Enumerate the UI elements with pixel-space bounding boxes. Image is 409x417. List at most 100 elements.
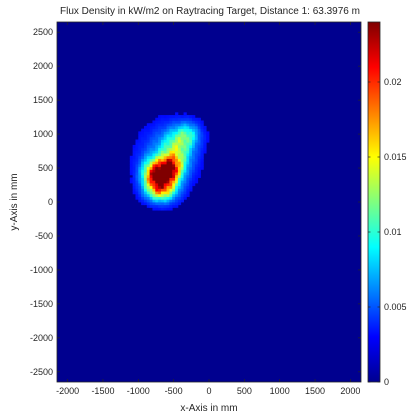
heatmap-cell [155, 182, 159, 187]
heatmap-cell [152, 193, 156, 197]
heatmap-cell [160, 125, 165, 130]
y-tick-label: -2000 [30, 333, 53, 343]
heatmap-cell [169, 188, 173, 192]
heatmap-cell [155, 123, 159, 127]
heatmap-cell [158, 172, 162, 176]
heatmap-cell [158, 207, 162, 211]
heatmap-cell [129, 163, 134, 168]
heatmap-cell [166, 120, 170, 124]
heatmap-cell [197, 117, 201, 121]
heatmap-cell [135, 161, 139, 165]
heatmap-cell [146, 166, 151, 170]
heatmap-cell [158, 136, 162, 140]
heatmap-cell [169, 177, 173, 181]
heatmap-cell [141, 177, 145, 181]
heatmap-cell [189, 128, 193, 132]
heatmap-cell [172, 155, 176, 159]
heatmap-cell [194, 172, 199, 176]
heatmap-cell [189, 142, 193, 146]
heatmap-cell [180, 147, 184, 151]
colorbar-tick-label: 0.02 [384, 77, 402, 87]
heatmap-cell [183, 128, 187, 132]
heatmap-cell [166, 128, 170, 132]
heatmap-cell [189, 158, 193, 162]
heatmap-cell [194, 153, 199, 157]
heatmap-cells [129, 112, 210, 211]
heatmap-cell [177, 163, 182, 168]
heatmap-cell [183, 142, 187, 146]
heatmap-cell [138, 131, 142, 135]
heatmap-cell [177, 174, 182, 178]
heatmap-cell [180, 131, 184, 135]
heatmap-cell [143, 142, 148, 146]
heatmap-cell [158, 144, 162, 149]
heatmap-cell [186, 142, 190, 146]
heatmap-cell [166, 125, 170, 130]
heatmap-cell [183, 112, 187, 116]
heatmap-cell [143, 166, 148, 170]
heatmap-cell [166, 177, 170, 181]
heatmap-cell [155, 158, 159, 162]
heatmap-cell [169, 196, 173, 200]
heatmap-cell [203, 144, 207, 149]
heatmap-cell [143, 134, 148, 138]
heatmap-cell [200, 155, 204, 159]
heatmap-cell [189, 139, 193, 143]
heatmap-cell [183, 185, 187, 189]
heatmap-cell [194, 147, 199, 151]
heatmap-cell [163, 207, 167, 211]
heatmap-cell [183, 131, 187, 135]
heatmap-cell [180, 180, 184, 184]
heatmap-cell [163, 163, 167, 168]
heatmap-cell [152, 153, 156, 157]
heatmap-cell [172, 196, 176, 200]
heatmap-cell [138, 150, 142, 154]
heatmap-cell [152, 180, 156, 184]
heatmap-plot-area [56, 21, 362, 383]
heatmap-cell [146, 147, 151, 151]
heatmap-cell [135, 185, 139, 189]
heatmap-cell [138, 193, 142, 197]
heatmap-cell [177, 193, 182, 197]
heatmap-cell [135, 166, 139, 170]
heatmap-cell [186, 193, 190, 197]
heatmap-cell [172, 142, 176, 146]
heatmap-cell [172, 169, 176, 173]
heatmap-cell [163, 120, 167, 124]
heatmap-cell [143, 128, 148, 132]
heatmap-cell [138, 139, 142, 143]
heatmap-cell [180, 142, 184, 146]
heatmap-cell [143, 188, 148, 192]
heatmap-cell [158, 120, 162, 124]
heatmap-cell [169, 144, 173, 149]
heatmap-cell [160, 182, 165, 187]
heatmap-cell [189, 120, 193, 124]
heatmap-cell [143, 161, 148, 165]
heatmap-cell [172, 120, 176, 124]
heatmap-cell [152, 128, 156, 132]
heatmap-cell [146, 185, 151, 189]
heatmap-cell [152, 131, 156, 135]
heatmap-cell [163, 128, 167, 132]
heatmap-cell [172, 202, 176, 206]
heatmap-cell [129, 177, 134, 181]
heatmap-cell [163, 136, 167, 140]
heatmap-cell [189, 188, 193, 192]
heatmap-cell [186, 139, 190, 143]
heatmap-cell [160, 144, 165, 149]
heatmap-cell [197, 144, 201, 149]
heatmap-cell [158, 139, 162, 143]
heatmap-cell [183, 117, 187, 121]
heatmap-cell [175, 117, 179, 121]
heatmap-cell [160, 161, 165, 165]
heatmap-cell [175, 199, 179, 203]
heatmap-cell [149, 174, 153, 178]
heatmap-cell [180, 169, 184, 173]
heatmap-cell [175, 196, 179, 200]
heatmap-cell [138, 185, 142, 189]
heatmap-cell [163, 169, 167, 173]
heatmap-cell [146, 150, 151, 154]
heatmap-cell [152, 191, 156, 195]
heatmap-cell [146, 142, 151, 146]
heatmap-cell [155, 185, 159, 189]
